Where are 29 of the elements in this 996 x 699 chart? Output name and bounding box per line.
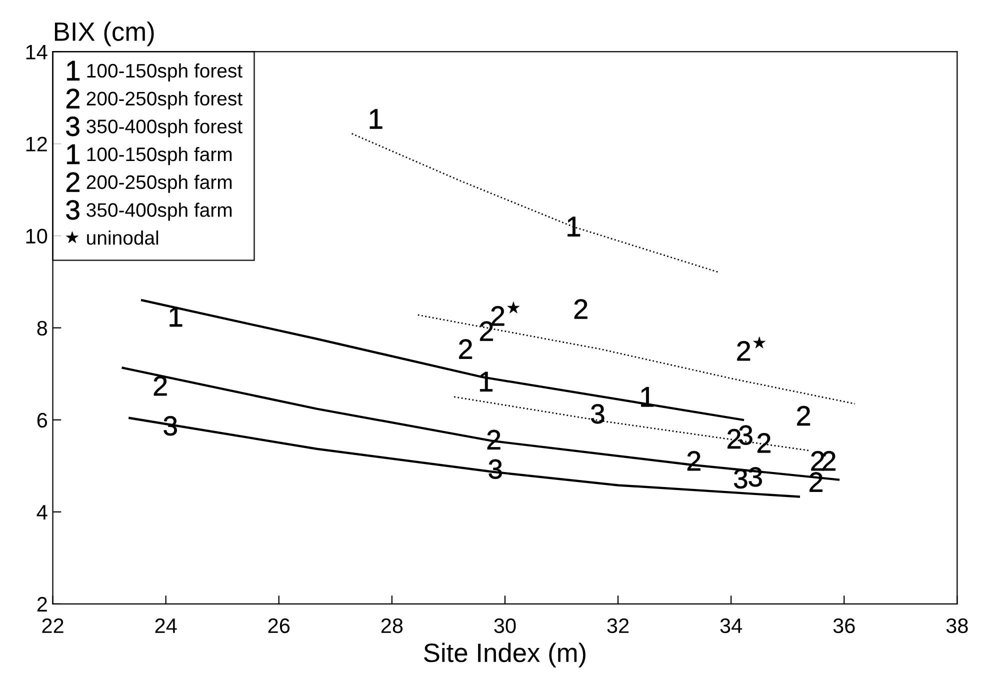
x-axis-title: Site Index (m) — [424, 642, 586, 668]
legend-label: 200-250sph forest — [86, 91, 242, 110]
x-tick-label: 38 — [946, 618, 968, 634]
x-tick-label: 24 — [155, 618, 177, 633]
legend-label: 350-400sph farm — [86, 202, 232, 221]
x-tick-label: 34 — [720, 618, 742, 634]
line-series — [140, 299, 744, 421]
legend-label: uninodal — [87, 230, 158, 245]
x-tick-label: 26 — [268, 618, 290, 634]
x-tick-label: 28 — [381, 618, 403, 634]
x-tick-label: 32 — [607, 618, 629, 634]
x-tick-label: 22 — [42, 618, 64, 633]
y-tick-label: 2 — [37, 596, 47, 612]
legend-label: 100-150sph forest — [87, 63, 242, 82]
y-tick-label: 6 — [37, 412, 48, 428]
legend-label: 200-250sph farm — [86, 174, 232, 193]
y-tick-label: 4 — [36, 505, 48, 520]
y-tick-label: 14 — [26, 44, 48, 60]
legend-label: 100-150sph farm — [87, 146, 232, 166]
line-series — [417, 314, 856, 404]
x-tick-label: 30 — [494, 618, 516, 634]
line-series — [351, 132, 720, 274]
x-tick-label: 36 — [833, 618, 855, 634]
y-tick-label: 10 — [26, 228, 48, 244]
y-tick-label: 8 — [37, 320, 48, 336]
y-tick-label: 12 — [26, 136, 47, 152]
legend-label: 350-400sph forest — [86, 119, 242, 138]
line-series — [128, 416, 800, 498]
y-axis-title: BIX (cm) — [54, 22, 154, 46]
